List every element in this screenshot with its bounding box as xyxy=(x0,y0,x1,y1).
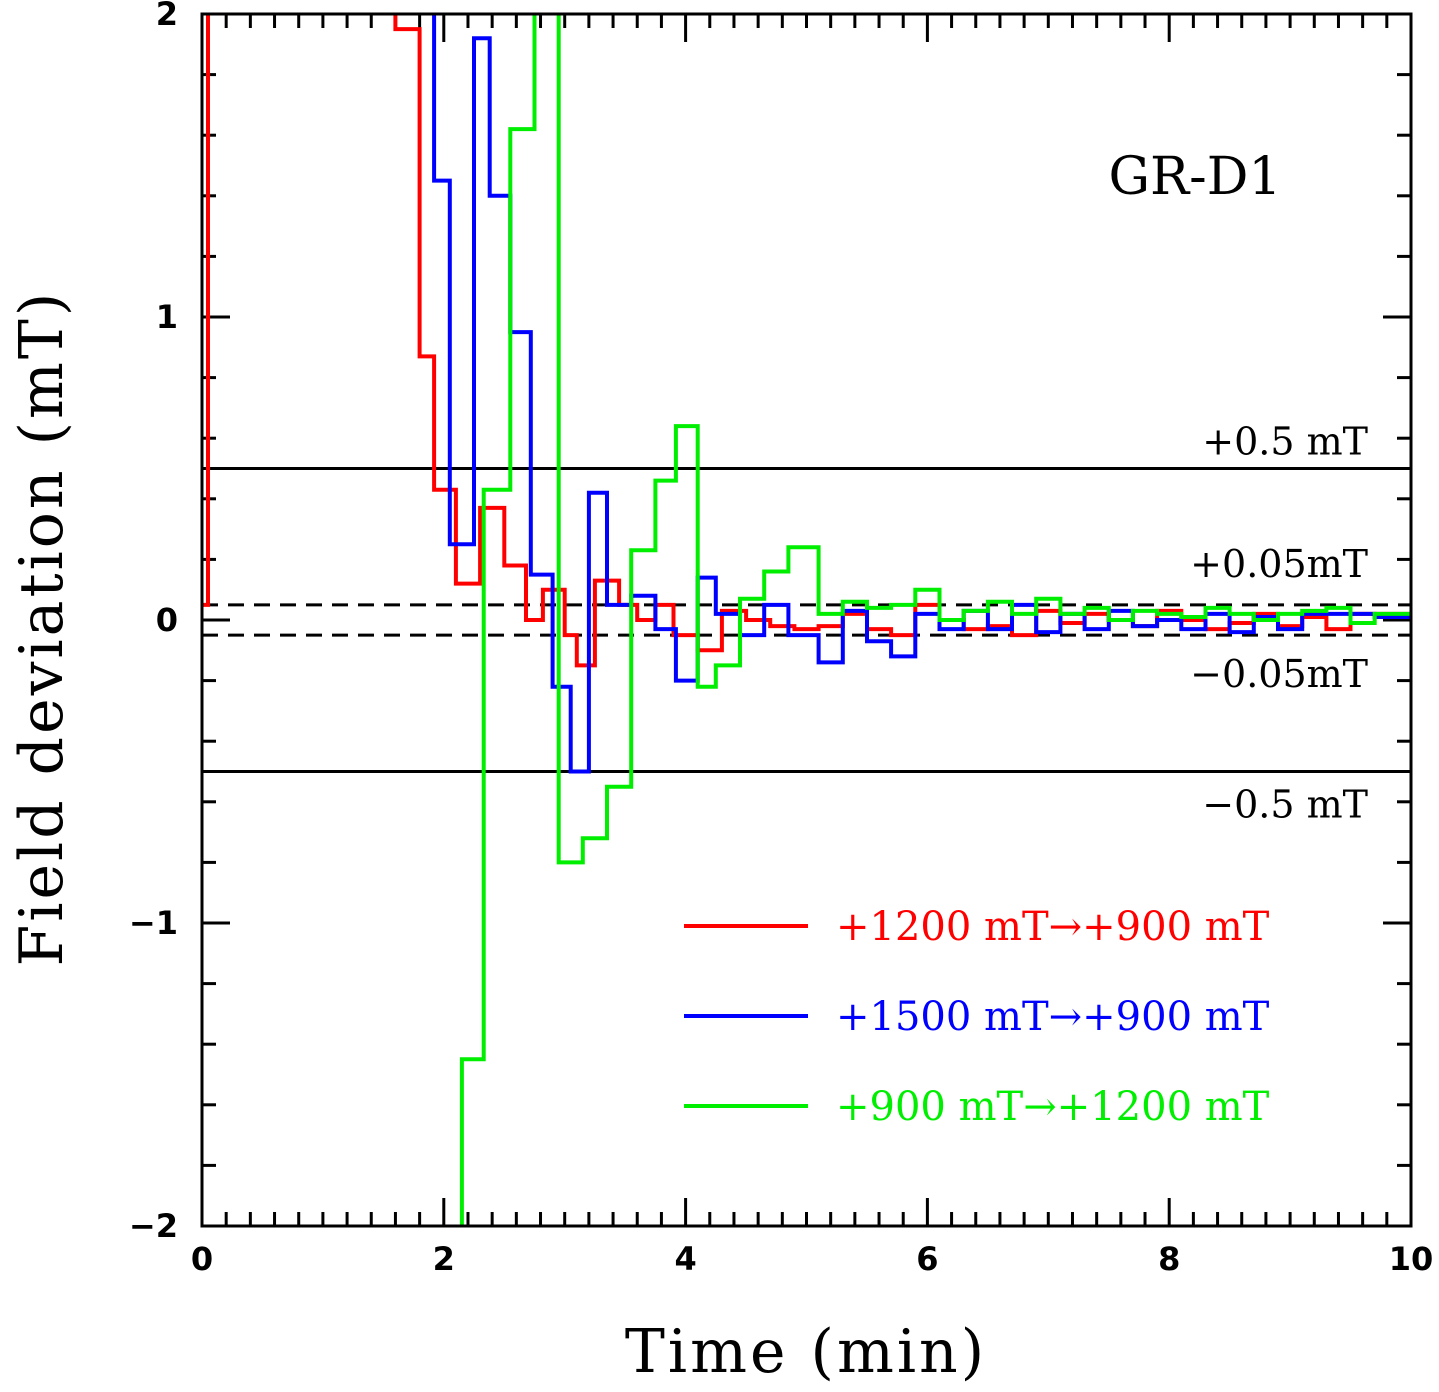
legend: +1200 mT→+900 mT +1500 mT→+900 mT +900 mT→… xyxy=(684,904,1270,1130)
series-line xyxy=(202,14,1411,668)
legend-entry-label: +1200 mT→+900 mT xyxy=(836,904,1270,950)
y-tick-label: 0 xyxy=(156,601,178,639)
x-tick-labels: 0 2 4 6 8 10 xyxy=(191,1240,1433,1278)
y-axis-title: Field deviation (mT) xyxy=(7,290,77,967)
x-tick-label: 4 xyxy=(674,1240,696,1278)
reference-line-label: +0.5 mT xyxy=(1202,420,1368,464)
x-tick-label: 8 xyxy=(1158,1240,1180,1278)
reference-line-label: +0.05mT xyxy=(1190,542,1368,586)
y-tick-labels: −2 −1 0 1 2 xyxy=(129,0,178,1245)
x-tick-label: 10 xyxy=(1389,1240,1434,1278)
reference-line-label: −0.05mT xyxy=(1190,652,1368,696)
plot-frame xyxy=(200,12,1413,1228)
x-tick-label: 0 xyxy=(191,1240,213,1278)
y-tick-label: −1 xyxy=(129,904,178,942)
series-line xyxy=(432,14,1411,774)
series-group xyxy=(202,14,1411,1226)
legend-entry-label: +1500 mT→+900 mT xyxy=(836,994,1270,1040)
x-tick-label: 6 xyxy=(916,1240,938,1278)
x-tick-label: 2 xyxy=(433,1240,455,1278)
reference-line-label: −0.5 mT xyxy=(1202,783,1368,827)
y-tick-label: 1 xyxy=(156,298,178,336)
reference-line-labels: +0.5 mT +0.05mT −0.05mT −0.5 mT xyxy=(1190,420,1368,827)
y-tick-label: 2 xyxy=(156,0,178,33)
chart-label: GR-D1 xyxy=(1108,147,1281,207)
y-tick-label: −2 xyxy=(129,1207,178,1245)
x-axis-title: Time (min) xyxy=(625,1317,987,1387)
series-line xyxy=(459,14,1411,1226)
legend-entry-label: +900 mT→+1200 mT xyxy=(836,1084,1270,1130)
